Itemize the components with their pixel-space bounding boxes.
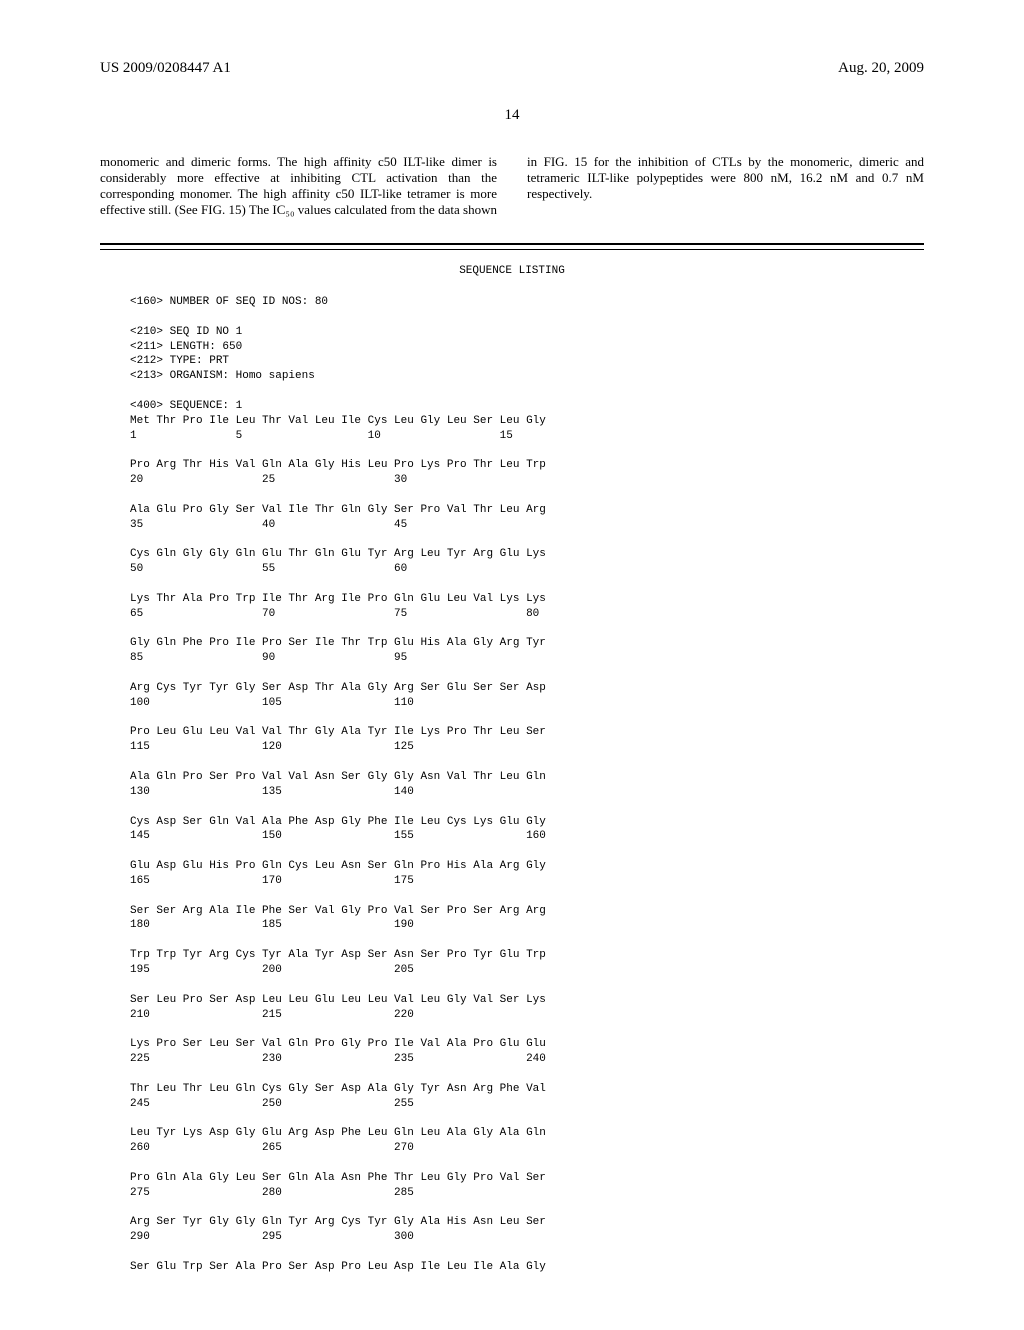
patent-date: Aug. 20, 2009 [838,60,924,77]
page-header: US 2009/0208447 A1 Aug. 20, 2009 [100,60,924,77]
body-paragraph: monomeric and dimeric forms. The high af… [100,154,924,218]
seq-body: Met Thr Pro Ile Leu Thr Val Leu Ile Cys … [130,415,546,1273]
rule-thin [100,249,924,250]
rule-thick [100,243,924,245]
page-number: 14 [100,107,924,124]
page-container: US 2009/0208447 A1 Aug. 20, 2009 14 mono… [0,0,1024,1330]
sequence-listing: <160> NUMBER OF SEQ ID NOS: 80 <210> SEQ… [130,295,924,1290]
sequence-listing-title: SEQUENCE LISTING [100,265,924,277]
patent-number: US 2009/0208447 A1 [100,60,231,77]
seq-meta: <160> NUMBER OF SEQ ID NOS: 80 <210> SEQ… [130,296,328,412]
